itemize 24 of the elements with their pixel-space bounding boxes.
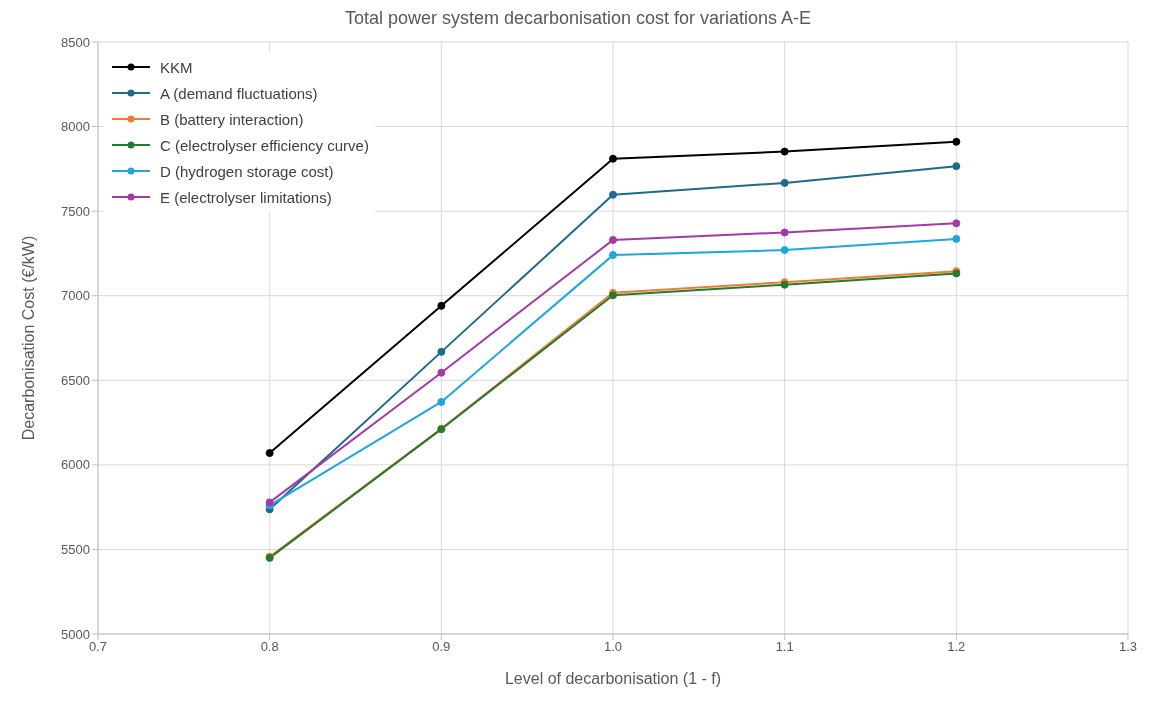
legend-label: C (electrolyser efficiency curve) [160,136,369,154]
x-tick-label: 1.3 [1118,639,1138,655]
y-tick-label: 6000 [61,457,90,473]
x-tick-label: 1.0 [603,639,623,655]
x-tick-label: 0.8 [260,639,279,655]
x-tick-label: 0.9 [432,639,451,655]
legend-label: KKM [160,58,193,76]
y-tick-label: 5000 [61,626,90,642]
x-axis-title: Level of decarbonisation (1 - f) [504,670,722,687]
y-tick-label: 8000 [61,119,90,135]
legend-label: D (hydrogen storage cost) [160,162,334,180]
legend-label: A (demand fluctuations) [160,84,318,102]
y-tick-label: 7000 [61,288,90,304]
y-tick-label: 8500 [61,34,90,50]
y-tick-label: 7500 [61,203,90,219]
chart-title: Total power system decarbonisation cost for variations A-E [343,8,813,30]
legend-label: B (battery interaction) [160,110,304,128]
x-tick-label: 0.7 [88,639,108,655]
y-tick-label: 6500 [61,372,90,388]
y-tick-label: 5500 [61,542,90,558]
y-axis-title: Decarbonisation Cost (€/kW) [19,235,37,441]
legend-label: E (electrolyser limitations) [160,188,332,206]
x-tick-label: 1.2 [947,639,966,655]
x-tick-label: 1.1 [775,639,794,655]
